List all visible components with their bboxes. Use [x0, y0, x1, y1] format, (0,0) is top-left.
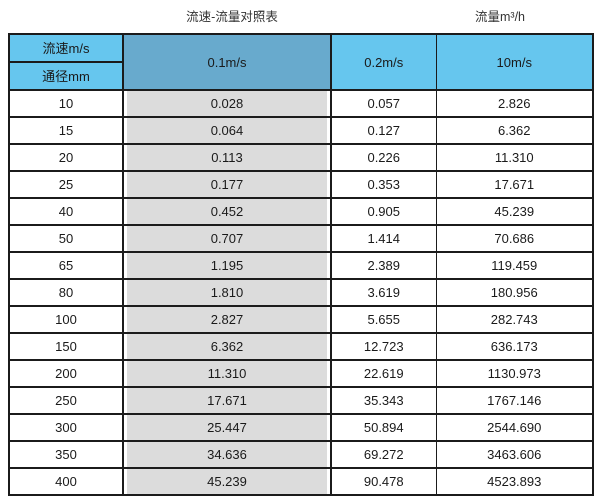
table-row: 400 45.239 90.478 4523.893 — [8, 467, 594, 496]
value-cell-10ms: 70.686 — [435, 224, 594, 253]
table-row: 50 0.707 1.414 70.686 — [8, 224, 594, 253]
value-cell-02ms: 90.478 — [330, 467, 437, 496]
value-cell-02ms: 35.343 — [330, 386, 437, 415]
diameter-cell: 20 — [8, 143, 124, 172]
column-header-10ms: 10m/s — [435, 33, 594, 91]
corner-cell-diameter: 通径mm — [8, 61, 124, 91]
value-cell-01ms: 2.827 — [122, 305, 332, 334]
table-row: 65 1.195 2.389 119.459 — [8, 251, 594, 280]
value-cell-01ms: 1.810 — [122, 278, 332, 307]
page-title: 流速-流量对照表 — [186, 10, 278, 24]
value-cell-02ms: 50.894 — [330, 413, 437, 442]
value-cell-01ms: 17.671 — [122, 386, 332, 415]
value-cell-10ms: 3463.606 — [435, 440, 594, 469]
value-cell-01ms: 6.362 — [122, 332, 332, 361]
value-cell-01ms: 34.636 — [122, 440, 332, 469]
diameter-cell: 40 — [8, 197, 124, 226]
value-cell-02ms: 3.619 — [330, 278, 437, 307]
value-cell-02ms: 0.127 — [330, 116, 437, 145]
value-cell-02ms: 2.389 — [330, 251, 437, 280]
diameter-cell: 50 — [8, 224, 124, 253]
value-cell-02ms: 0.353 — [330, 170, 437, 199]
column-header-0-2ms: 0.2m/s — [330, 33, 437, 91]
value-cell-02ms: 5.655 — [330, 305, 437, 334]
value-cell-02ms: 12.723 — [330, 332, 437, 361]
table-row: 200 11.310 22.619 1130.973 — [8, 359, 594, 388]
value-cell-10ms: 17.671 — [435, 170, 594, 199]
diameter-cell: 100 — [8, 305, 124, 334]
value-cell-02ms: 0.905 — [330, 197, 437, 226]
value-cell-02ms: 22.619 — [330, 359, 437, 388]
diameter-cell: 25 — [8, 170, 124, 199]
diameter-cell: 300 — [8, 413, 124, 442]
value-cell-02ms: 1.414 — [330, 224, 437, 253]
table-row: 15 0.064 0.127 6.362 — [8, 116, 594, 145]
table-body: 10 0.028 0.057 2.826 15 0.064 0.127 6.36… — [8, 89, 594, 496]
diameter-cell: 400 — [8, 467, 124, 496]
header-row-bottom: 通径mm — [8, 61, 593, 91]
value-cell-10ms: 2544.690 — [435, 413, 594, 442]
diameter-cell: 250 — [8, 386, 124, 415]
value-cell-10ms: 2.826 — [435, 89, 594, 118]
value-cell-10ms: 282.743 — [435, 305, 594, 334]
value-cell-01ms: 0.064 — [122, 116, 332, 145]
table-row: 250 17.671 35.343 1767.146 — [8, 386, 594, 415]
column-header-0-1ms: 0.1m/s — [122, 33, 332, 91]
table-row: 350 34.636 69.272 3463.606 — [8, 440, 594, 469]
diameter-cell: 150 — [8, 332, 124, 361]
diameter-cell: 15 — [8, 116, 124, 145]
diameter-cell: 10 — [8, 89, 124, 118]
flow-unit-label: 流量m³/h — [474, 10, 526, 24]
diameter-cell: 80 — [8, 278, 124, 307]
table-header: 流速m/s 0.1m/s 0.2m/s 10m/s 通径mm — [8, 33, 594, 91]
table-row: 300 25.447 50.894 2544.690 — [8, 413, 594, 442]
value-cell-10ms: 6.362 — [435, 116, 594, 145]
value-cell-10ms: 45.239 — [435, 197, 594, 226]
value-cell-10ms: 11.310 — [435, 143, 594, 172]
value-cell-01ms: 1.195 — [122, 251, 332, 280]
diameter-cell: 65 — [8, 251, 124, 280]
value-cell-10ms: 636.173 — [435, 332, 594, 361]
value-cell-01ms: 0.452 — [122, 197, 332, 226]
table-row: 25 0.177 0.353 17.671 — [8, 170, 594, 199]
diameter-cell: 200 — [8, 359, 124, 388]
value-cell-10ms: 119.459 — [435, 251, 594, 280]
value-cell-10ms: 180.956 — [435, 278, 594, 307]
value-cell-01ms: 0.028 — [122, 89, 332, 118]
corner-cell-velocity: 流速m/s — [8, 33, 124, 63]
value-cell-01ms: 0.113 — [122, 143, 332, 172]
value-cell-01ms: 25.447 — [122, 413, 332, 442]
value-cell-02ms: 0.057 — [330, 89, 437, 118]
value-cell-10ms: 1130.973 — [435, 359, 594, 388]
value-cell-01ms: 0.707 — [122, 224, 332, 253]
table-row: 40 0.452 0.905 45.239 — [8, 197, 594, 226]
value-cell-10ms: 4523.893 — [435, 467, 594, 496]
table-row: 20 0.113 0.226 11.310 — [8, 143, 594, 172]
value-cell-02ms: 0.226 — [330, 143, 437, 172]
diameter-cell: 350 — [8, 440, 124, 469]
table-row: 150 6.362 12.723 636.173 — [8, 332, 594, 361]
table-row: 10 0.028 0.057 2.826 — [8, 89, 594, 118]
value-cell-01ms: 11.310 — [122, 359, 332, 388]
table-row: 100 2.827 5.655 282.743 — [8, 305, 594, 334]
value-cell-01ms: 45.239 — [122, 467, 332, 496]
value-cell-10ms: 1767.146 — [435, 386, 594, 415]
header-row-top: 流速m/s 0.1m/s 0.2m/s 10m/s — [8, 33, 594, 91]
flow-conversion-table: 流速m/s 0.1m/s 0.2m/s 10m/s 通径mm 10 0.028 … — [8, 33, 594, 496]
table-row: 80 1.810 3.619 180.956 — [8, 278, 594, 307]
value-cell-01ms: 0.177 — [122, 170, 332, 199]
value-cell-02ms: 69.272 — [330, 440, 437, 469]
